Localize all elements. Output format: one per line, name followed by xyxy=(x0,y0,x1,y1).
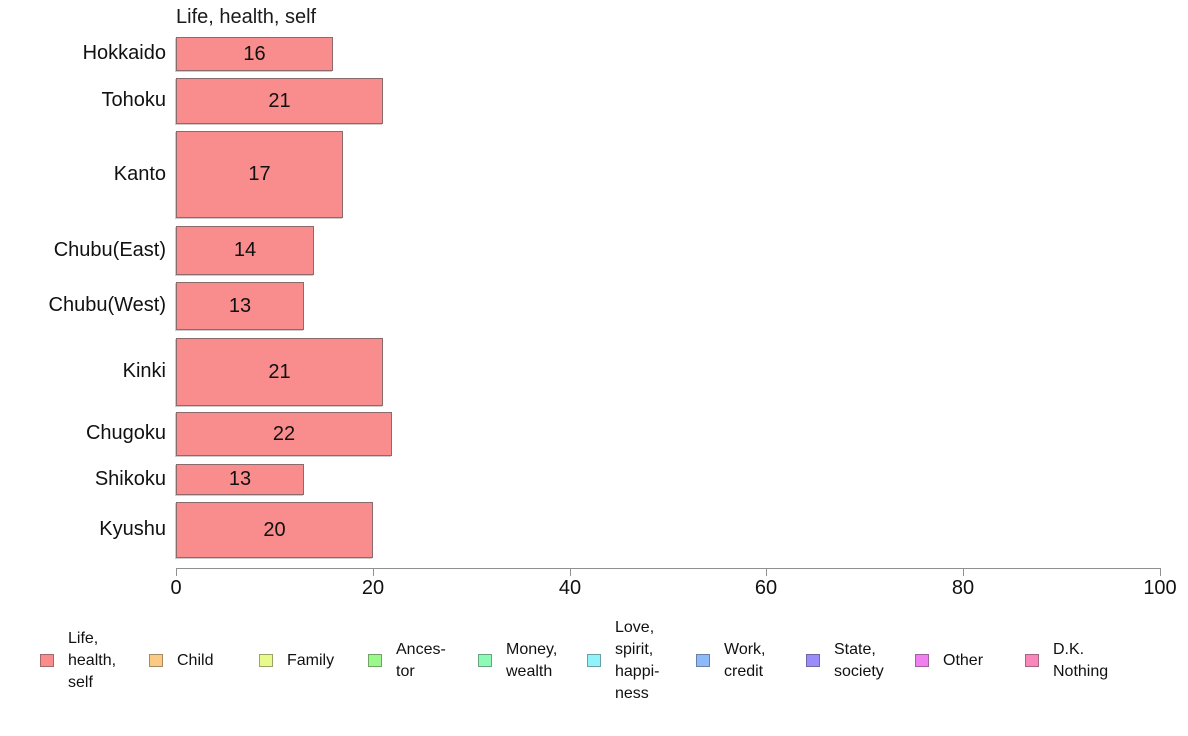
x-tick xyxy=(766,568,767,576)
bar-value-label: 17 xyxy=(248,163,271,185)
legend-swatch-icon xyxy=(806,654,820,667)
legend-swatch-icon xyxy=(915,654,929,667)
category-label: Chubu(West) xyxy=(48,294,166,316)
legend-label: Family xyxy=(287,652,335,669)
legend-swatch-icon xyxy=(149,654,163,667)
category-label: Kanto xyxy=(113,162,166,185)
x-axis-line xyxy=(176,568,1161,569)
legend-swatch-icon xyxy=(478,654,492,667)
category-label: Chubu(East) xyxy=(53,238,166,261)
bar-value-label: 20 xyxy=(263,518,286,541)
bar: 21 xyxy=(176,78,383,124)
bar-value-label: 16 xyxy=(243,42,266,65)
legend-label: Money, wealth xyxy=(506,641,558,680)
bar: 17 xyxy=(176,131,343,218)
x-tick xyxy=(1160,568,1161,576)
legend-label: D.K. Nothing xyxy=(1053,641,1109,680)
category-label: Chugoku xyxy=(85,422,166,444)
legend-swatch-icon xyxy=(40,654,54,667)
x-tick-label: 0 xyxy=(170,577,182,599)
x-tick-label: 80 xyxy=(951,577,975,599)
bar: 14 xyxy=(176,226,314,275)
legend-swatch-icon xyxy=(368,654,382,667)
legend-label: Other xyxy=(943,652,984,669)
x-tick-label: 60 xyxy=(754,577,778,599)
bar: 13 xyxy=(176,282,304,330)
x-tick xyxy=(570,568,571,576)
bar: 13 xyxy=(176,464,304,495)
x-tick-label: 100 xyxy=(1143,577,1177,599)
category-label: Kinki xyxy=(122,360,166,382)
bar: 20 xyxy=(176,502,373,558)
legend-label: Child xyxy=(177,652,214,669)
legend-swatch-icon xyxy=(259,654,273,667)
category-label: Tohoku xyxy=(101,89,167,111)
category-label: Shikoku xyxy=(94,467,166,490)
bar-value-label: 21 xyxy=(268,89,291,112)
legend-swatch-icon xyxy=(587,654,601,667)
legend-label: Work, credit xyxy=(724,641,766,680)
x-tick-label: 20 xyxy=(361,577,385,599)
bar-value-label: 21 xyxy=(268,360,291,383)
legend-label: Ances-tor xyxy=(396,641,446,680)
x-tick xyxy=(176,568,177,576)
chart-title: Life, health, self xyxy=(176,6,317,28)
legend-swatch-icon xyxy=(696,654,710,667)
legend-swatch-icon xyxy=(1025,654,1039,667)
bar: 22 xyxy=(176,412,392,456)
x-tick xyxy=(373,568,374,576)
x-tick xyxy=(963,568,964,576)
category-label: Kyushu xyxy=(99,518,166,540)
bar: 21 xyxy=(176,338,383,406)
bar-value-label: 14 xyxy=(233,239,257,261)
bar: 16 xyxy=(176,37,333,71)
bar-value-label: 22 xyxy=(272,422,296,445)
bar-value-label: 13 xyxy=(228,468,252,490)
legend-label: Life, health, self xyxy=(68,630,117,691)
bar-value-label: 13 xyxy=(228,294,252,317)
category-label: Hokkaido xyxy=(82,42,166,64)
x-tick-label: 40 xyxy=(558,577,582,599)
legend-label: State, society xyxy=(834,641,884,680)
legend-label: Love, spirit, happi-ness xyxy=(615,619,660,702)
